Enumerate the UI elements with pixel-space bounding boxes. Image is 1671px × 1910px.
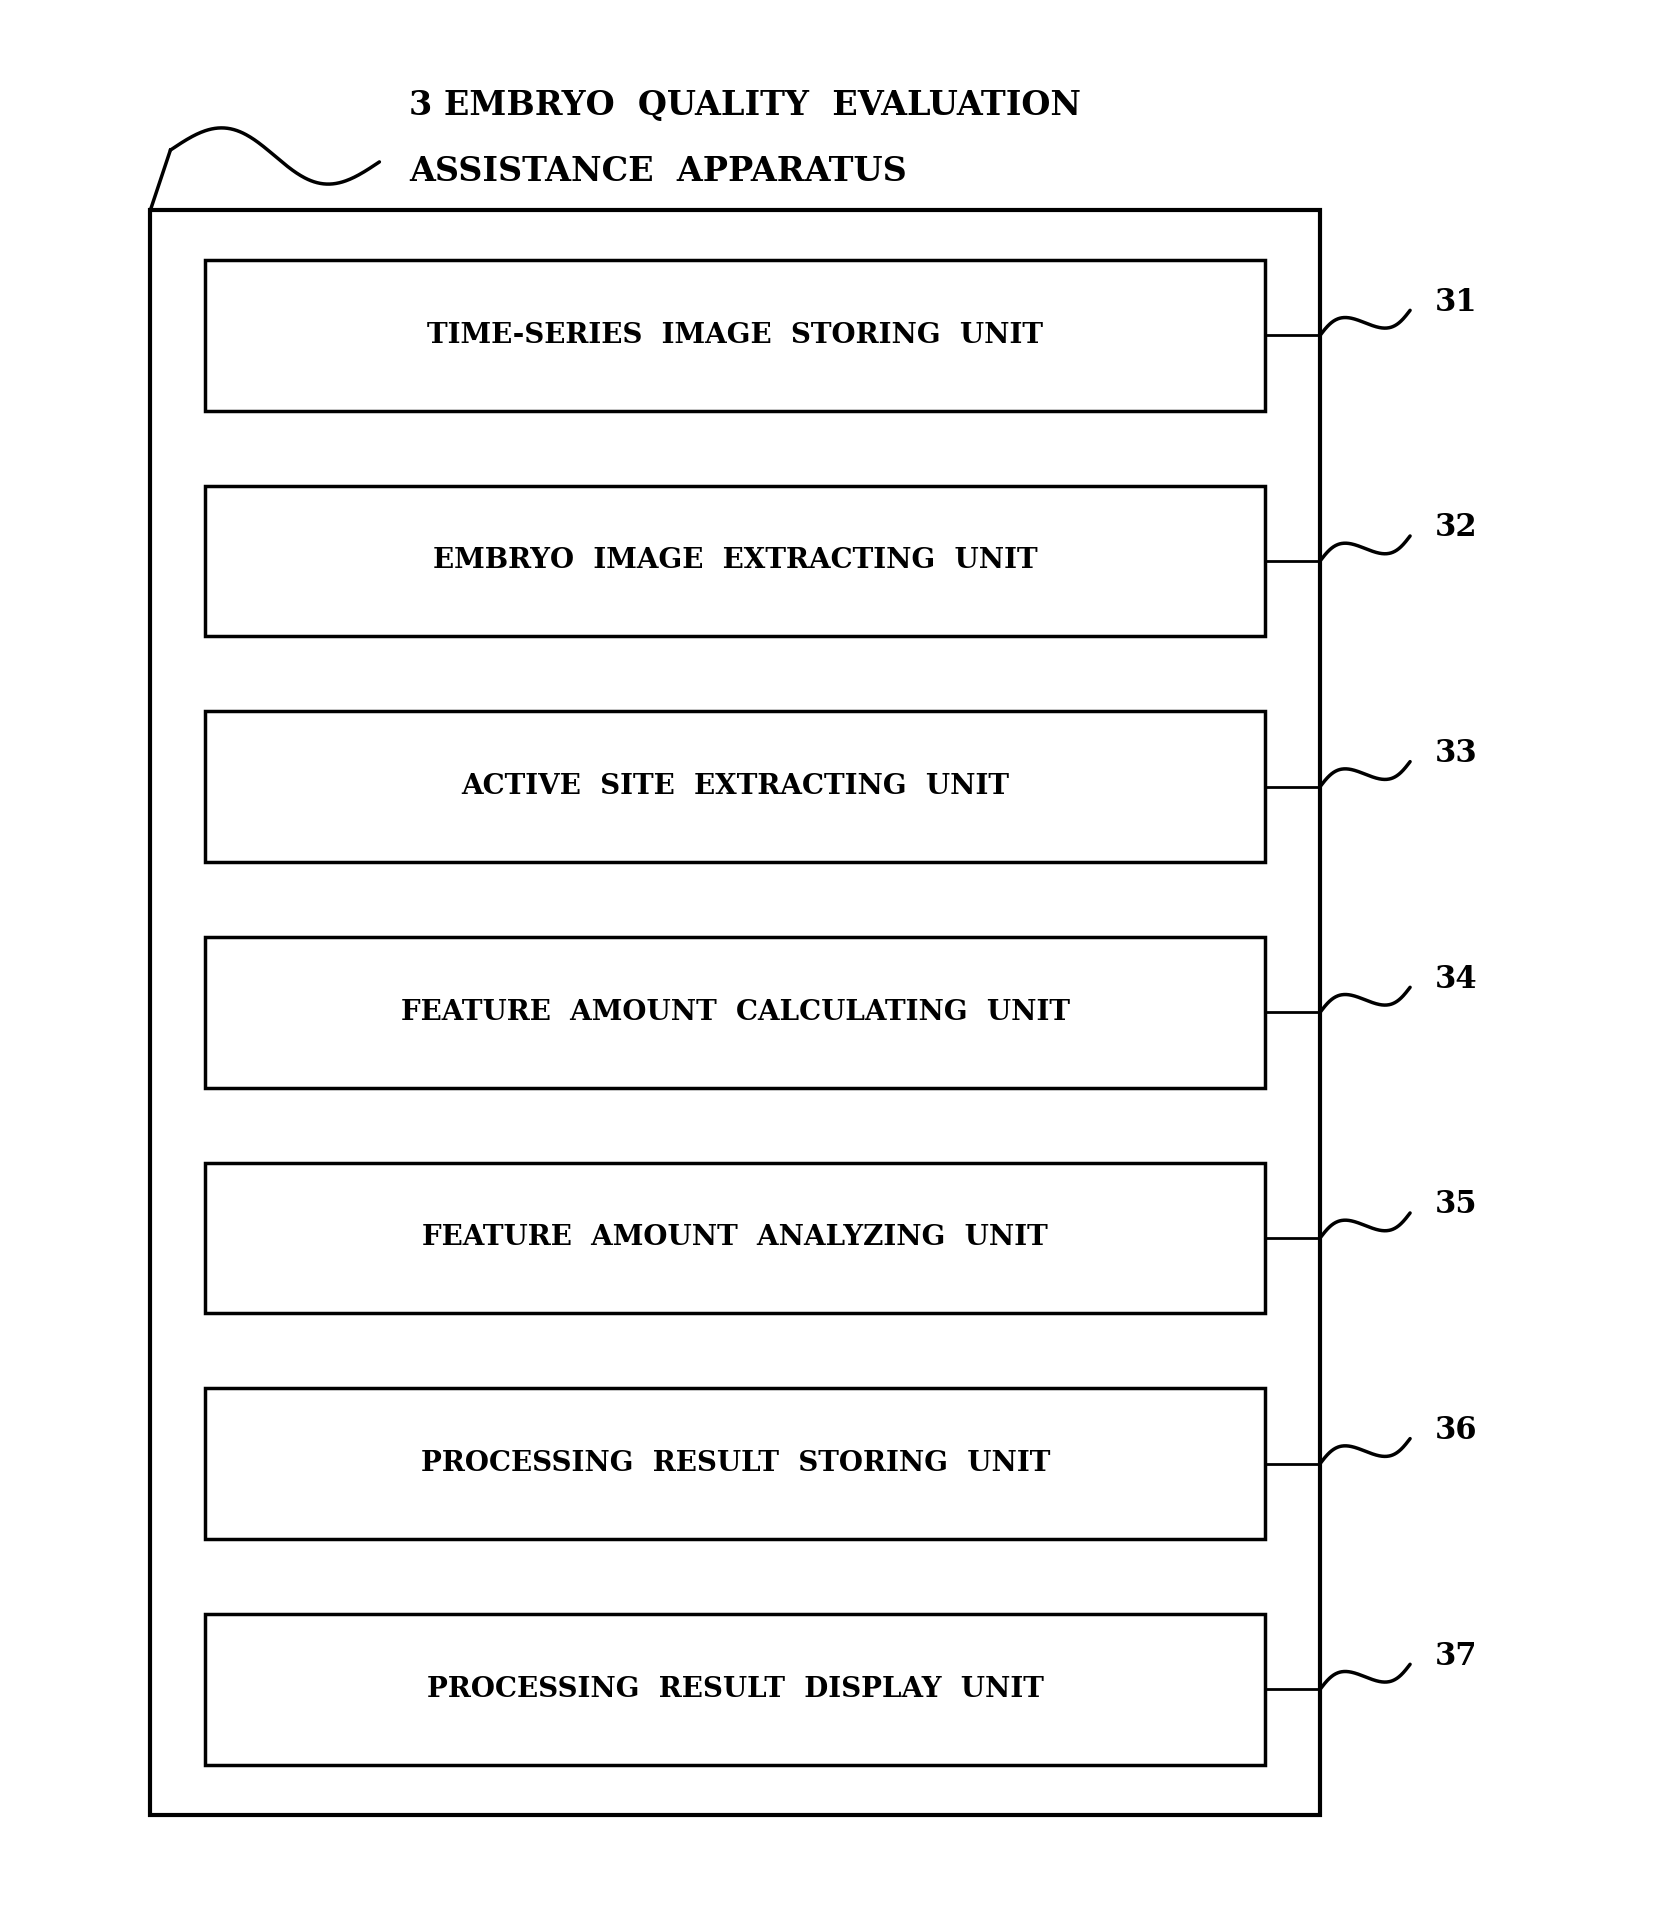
Bar <box>150 210 1320 1814</box>
Bar <box>206 485 1265 636</box>
Text: 32: 32 <box>1435 512 1477 544</box>
Text: 31: 31 <box>1435 286 1477 317</box>
Bar <box>206 711 1265 861</box>
Text: ASSISTANCE  APPARATUS: ASSISTANCE APPARATUS <box>409 155 907 189</box>
Bar <box>206 1614 1265 1765</box>
Text: 37: 37 <box>1435 1641 1477 1671</box>
Text: ACTIVE  SITE  EXTRACTING  UNIT: ACTIVE SITE EXTRACTING UNIT <box>461 774 1009 800</box>
Text: PROCESSING  RESULT  STORING  UNIT: PROCESSING RESULT STORING UNIT <box>421 1450 1049 1476</box>
Text: 35: 35 <box>1435 1190 1477 1220</box>
Text: TIME-SERIES  IMAGE  STORING  UNIT: TIME-SERIES IMAGE STORING UNIT <box>428 321 1043 350</box>
Text: 3 EMBRYO  QUALITY  EVALUATION: 3 EMBRYO QUALITY EVALUATION <box>409 88 1081 122</box>
Text: PROCESSING  RESULT  DISPLAY  UNIT: PROCESSING RESULT DISPLAY UNIT <box>426 1675 1044 1704</box>
Bar <box>206 1163 1265 1314</box>
Bar <box>206 260 1265 411</box>
Text: EMBRYO  IMAGE  EXTRACTING  UNIT: EMBRYO IMAGE EXTRACTING UNIT <box>433 548 1038 575</box>
Text: FEATURE  AMOUNT  ANALYZING  UNIT: FEATURE AMOUNT ANALYZING UNIT <box>423 1224 1048 1251</box>
Text: 34: 34 <box>1435 965 1477 995</box>
Bar <box>206 1389 1265 1539</box>
Text: 33: 33 <box>1435 737 1477 770</box>
Text: FEATURE  AMOUNT  CALCULATING  UNIT: FEATURE AMOUNT CALCULATING UNIT <box>401 999 1069 1026</box>
Bar <box>206 938 1265 1087</box>
Text: 36: 36 <box>1435 1415 1477 1446</box>
